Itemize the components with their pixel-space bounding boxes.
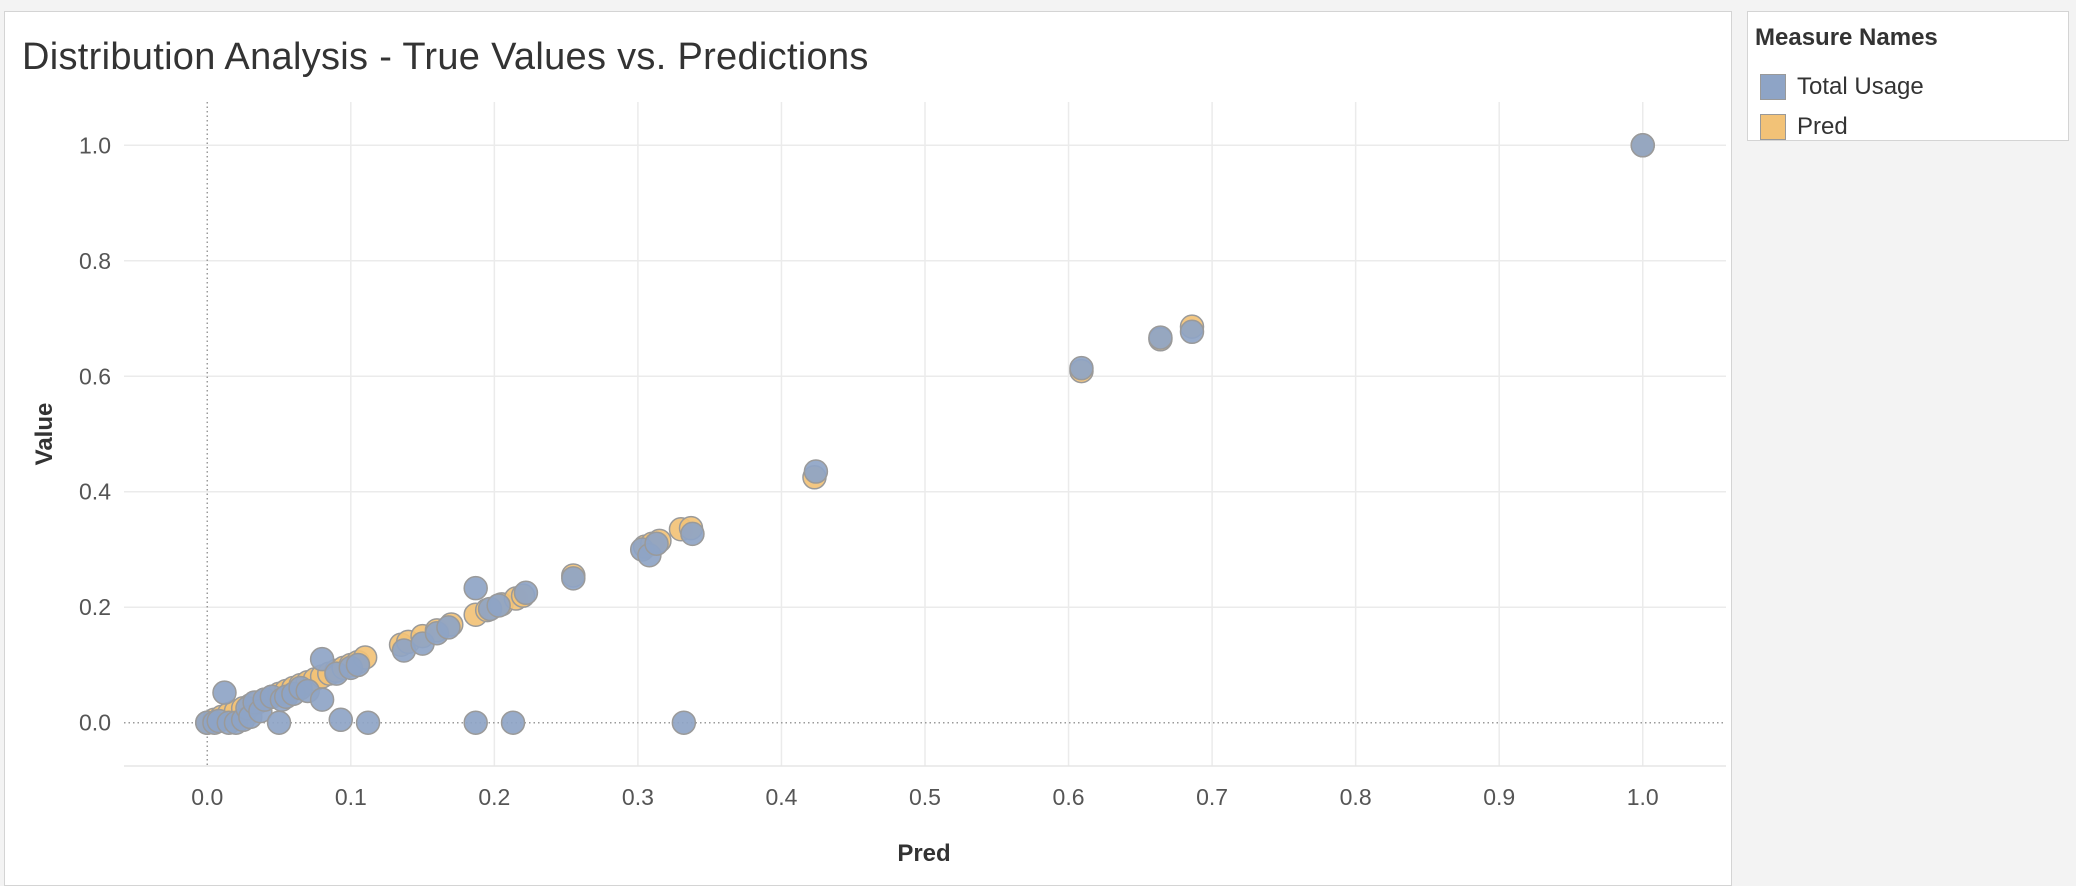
point-total-usage[interactable]	[644, 531, 669, 556]
point-total-usage[interactable]	[463, 575, 488, 601]
x-tick-label: 1.0	[1627, 784, 1659, 810]
x-axis-ticks: 0.0 0.1 0.2 0.3 0.4 0.5 0.6 0.7 0.8 0.9 1.0	[191, 784, 1658, 810]
point-total-usage[interactable]	[309, 687, 335, 712]
x-tick-label: 0.1	[335, 784, 367, 810]
point-total-usage[interactable]	[212, 680, 237, 705]
y-axis-label: Value	[31, 403, 58, 466]
point-total-usage[interactable]	[345, 652, 371, 678]
x-tick-label: 0.0	[191, 784, 223, 810]
y-tick-label: 0.8	[79, 248, 111, 274]
grid-lines	[124, 102, 1726, 767]
zero-reference-lines	[124, 102, 1726, 766]
point-total-usage[interactable]	[436, 615, 461, 640]
point-total-usage[interactable]	[1148, 325, 1173, 350]
point-total-usage[interactable]	[328, 707, 354, 733]
x-tick-label: 0.8	[1340, 784, 1372, 810]
chart-title: Distribution Analysis - True Values vs. …	[22, 36, 869, 78]
legend-item-total-usage[interactable]: Total Usage	[1760, 73, 1924, 101]
legend-label-pred: Pred	[1797, 113, 1848, 140]
data-points	[195, 133, 1655, 735]
y-tick-label: 0.2	[79, 594, 111, 620]
x-tick-label: 0.3	[622, 784, 654, 810]
legend[interactable]: Measure Names Total Usage Pred	[1747, 11, 2069, 141]
y-tick-label: 0.0	[79, 710, 111, 736]
point-total-usage[interactable]	[680, 521, 705, 547]
legend-label-total-usage: Total Usage	[1797, 73, 1924, 100]
point-total-usage[interactable]	[266, 710, 292, 735]
x-tick-label: 0.9	[1483, 784, 1515, 810]
point-total-usage[interactable]	[463, 710, 488, 735]
point-total-usage[interactable]	[671, 710, 697, 735]
point-total-usage[interactable]	[500, 710, 526, 735]
x-tick-label: 0.5	[909, 784, 941, 810]
point-total-usage[interactable]	[1179, 319, 1205, 345]
y-axis-ticks: 0.0 0.2 0.4 0.6 0.8 1.0	[79, 132, 111, 735]
legend-title: Measure Names	[1755, 24, 1938, 51]
y-tick-label: 0.6	[79, 363, 111, 389]
x-axis-label: Pred	[897, 840, 950, 867]
point-total-usage[interactable]	[561, 566, 586, 591]
point-total-usage[interactable]	[486, 593, 511, 618]
scatter-plot: 0.0 0.2 0.4 0.6 0.8 1.0 0.0 0.1 0.2 0.3 0.4 0.5 0.6…	[31, 102, 1726, 867]
y-tick-label: 0.4	[79, 479, 111, 505]
x-tick-label: 0.4	[765, 784, 797, 810]
point-total-usage[interactable]	[513, 580, 539, 606]
x-tick-label: 0.2	[478, 784, 510, 810]
legend-swatch-pred	[1760, 114, 1786, 140]
point-total-usage[interactable]	[803, 459, 829, 484]
point-total-usage[interactable]	[1630, 133, 1655, 158]
point-total-usage[interactable]	[1069, 355, 1094, 381]
legend-swatch-total-usage	[1760, 74, 1786, 100]
chart-panel: Distribution Analysis - True Values vs. …	[4, 11, 1732, 886]
y-tick-label: 1.0	[79, 132, 111, 158]
x-tick-label: 0.7	[1196, 784, 1228, 810]
point-total-usage[interactable]	[355, 710, 381, 735]
legend-item-pred[interactable]: Pred	[1760, 113, 1848, 141]
x-tick-label: 0.6	[1053, 784, 1085, 810]
